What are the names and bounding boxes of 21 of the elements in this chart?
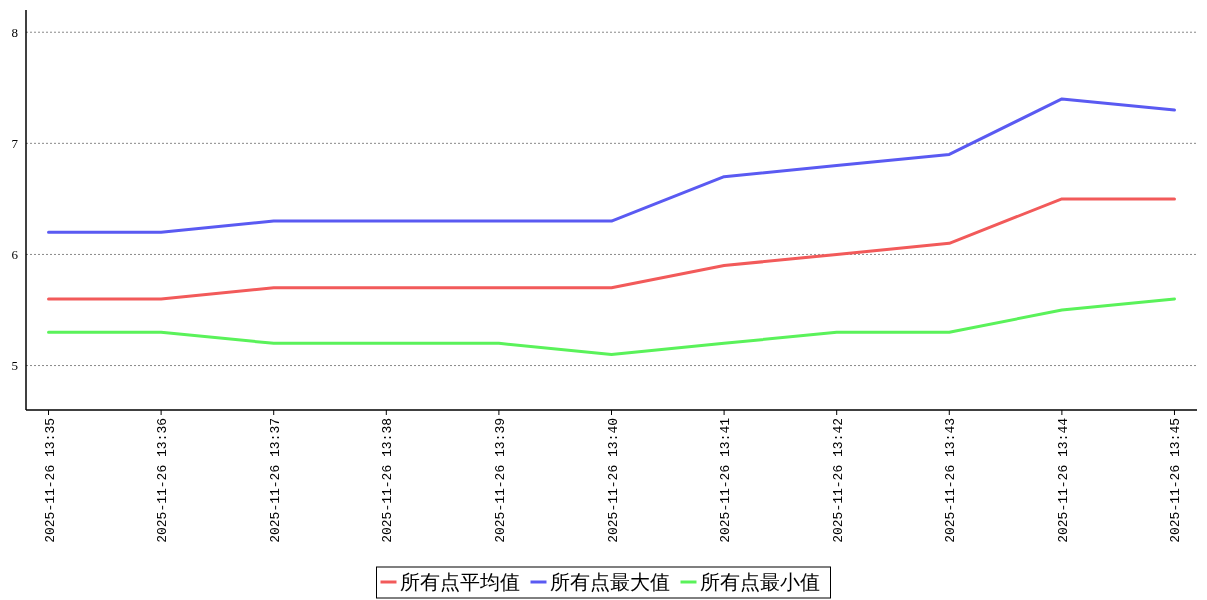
x-tick-label: 2025-11-26 13:44 [1055, 417, 1071, 543]
y-tick-label: 6 [11, 246, 19, 262]
y-tick-label: 7 [11, 135, 19, 151]
x-tick-label: 2025-11-26 13:43 [943, 418, 959, 543]
y-tick-label: 5 [11, 358, 18, 374]
x-tick-label: 2025-11-26 13:42 [830, 418, 846, 543]
x-tick-label: 2025-11-26 13:40 [605, 418, 621, 543]
legend-label: 所有点最大值 [549, 570, 670, 594]
x-tick-label: 2025-11-26 13:37 [267, 418, 283, 543]
x-tick-label: 2025-11-26 13:35 [42, 418, 58, 543]
x-tick-label: 2025-11-26 13:41 [718, 417, 734, 543]
line-series [47, 97, 1176, 234]
legend-label: 所有点最小值 [699, 570, 820, 594]
x-tick-label: 2025-11-26 13:39 [492, 418, 508, 543]
legend-label: 所有点平均值 [399, 570, 520, 594]
x-tick-label: 2025-11-26 13:38 [380, 418, 396, 543]
line-series [47, 297, 1176, 356]
line-series [47, 197, 1176, 301]
y-tick-label: 8 [11, 24, 18, 40]
x-tick-label: 2025-11-26 13:36 [155, 418, 171, 543]
x-tick-label: 2025-11-26 13:45 [1168, 418, 1184, 543]
